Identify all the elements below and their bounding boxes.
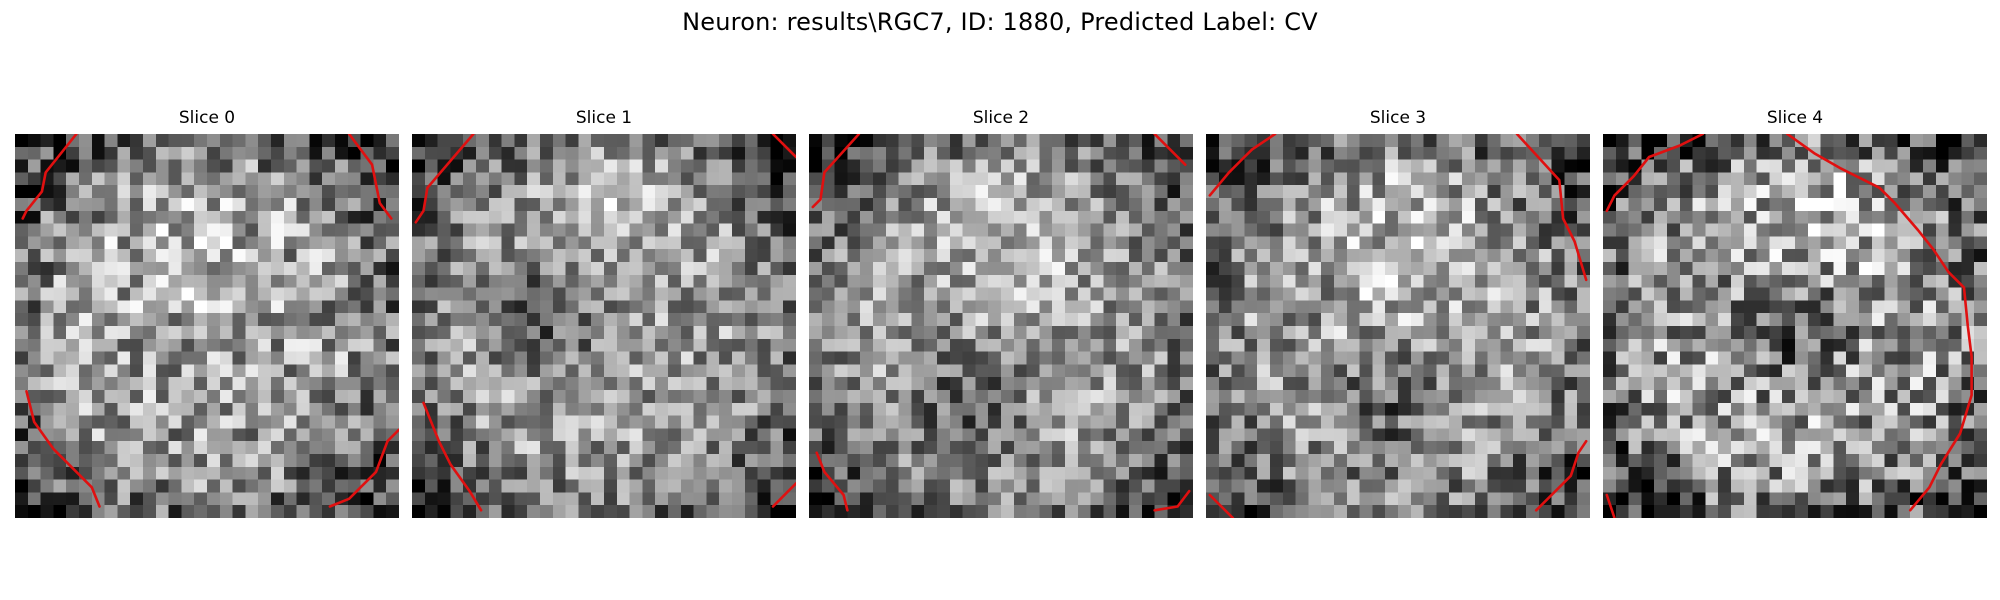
slice-title: Slice 2: [972, 108, 1030, 128]
slice-image: [412, 134, 796, 518]
slice-panel-0: Slice 0: [15, 108, 399, 524]
slice-image: [1206, 134, 1590, 518]
slice-panel-4: Slice 4: [1603, 108, 1987, 524]
slice-panel-1: Slice 1: [412, 108, 796, 524]
slice-panel-2: Slice 2: [809, 108, 1193, 524]
slice-title: Slice 3: [1369, 108, 1427, 128]
figure-title: Neuron: results\RGC7, ID: 1880, Predicte…: [682, 8, 1318, 36]
slice-image: [809, 134, 1193, 518]
slice-title: Slice 0: [178, 108, 236, 128]
slice-image: [15, 134, 399, 518]
slice-title: Slice 4: [1766, 108, 1824, 128]
slice-title: Slice 1: [575, 108, 633, 128]
slice-image: [1603, 134, 1987, 518]
slice-panel-3: Slice 3: [1206, 108, 1590, 524]
